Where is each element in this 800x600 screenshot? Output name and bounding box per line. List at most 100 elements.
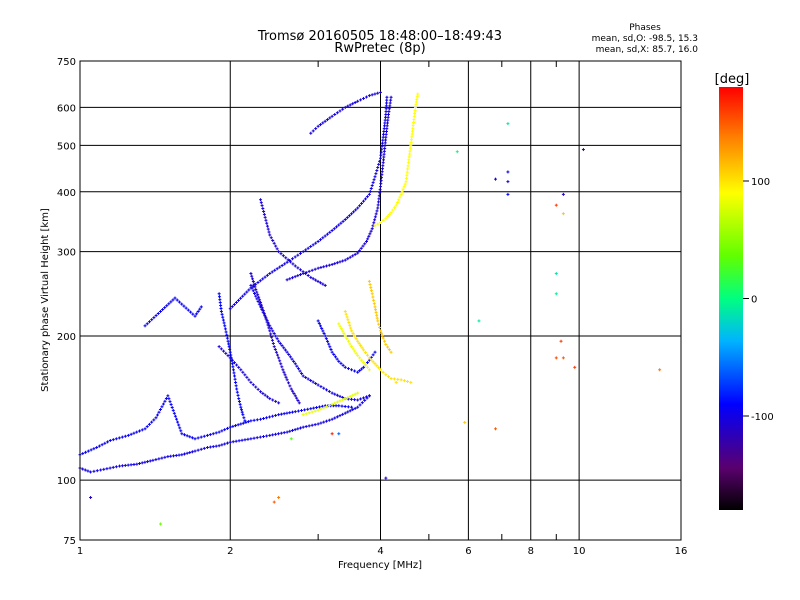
echo-point: [286, 381, 290, 385]
echo-point: [353, 398, 357, 402]
echo-point: [150, 420, 154, 424]
echo-point: [322, 386, 326, 390]
echo-point: [361, 244, 365, 248]
echo-point: [269, 332, 273, 336]
echo-point: [407, 155, 411, 159]
echo-point: [407, 158, 411, 162]
echo-point: [383, 124, 387, 128]
echo-point: [208, 445, 212, 449]
scatter-point: [506, 180, 510, 184]
echo-point: [268, 329, 272, 333]
echo-point: [193, 449, 197, 453]
echo-point: [271, 329, 275, 333]
echo-point: [228, 350, 232, 354]
echo-point: [241, 413, 245, 417]
scatter-point: [494, 427, 498, 431]
echo-point: [408, 146, 412, 150]
echo-point: [332, 227, 336, 231]
echo-point: [357, 249, 361, 253]
echo-point: [338, 324, 342, 328]
echo-point: [228, 440, 232, 444]
echo-point: [367, 279, 371, 283]
echo-point: [322, 331, 326, 335]
echo-point: [379, 179, 383, 183]
y-tick-label: 75: [63, 536, 76, 547]
echo-point: [403, 182, 407, 186]
echo-point: [237, 365, 241, 369]
echo-point: [105, 467, 109, 471]
echo-point: [346, 318, 350, 322]
echo-point: [198, 307, 202, 311]
echo-point: [385, 101, 389, 105]
echo-point: [332, 352, 336, 356]
echo-point: [373, 175, 377, 179]
echo-point: [409, 143, 413, 147]
echo-point: [351, 331, 355, 335]
echo-point: [239, 405, 243, 409]
echo-point: [286, 258, 290, 262]
echo-point: [290, 357, 294, 361]
echo-point: [265, 320, 269, 324]
echo-point: [222, 321, 226, 325]
echo-point: [279, 252, 283, 256]
echo-point: [343, 397, 347, 401]
echo-point: [412, 114, 416, 118]
echo-point: [251, 289, 255, 293]
echo-point: [360, 358, 364, 362]
echo-point: [195, 312, 199, 316]
echo-point: [282, 346, 286, 350]
echo-point: [347, 214, 351, 218]
echo-point: [236, 423, 240, 427]
echo-point: [300, 372, 304, 376]
echo-point: [241, 294, 245, 298]
echo-point: [280, 263, 284, 267]
colorbar-tick-label: 0: [751, 295, 757, 306]
echo-point: [380, 170, 384, 174]
echo-point: [368, 282, 372, 286]
echo-point: [341, 259, 345, 263]
echo-point: [262, 417, 266, 421]
echo-point: [373, 92, 377, 96]
echo-point: [241, 370, 245, 374]
echo-point: [378, 188, 382, 192]
echo-point: [310, 410, 314, 414]
echo-point: [301, 374, 305, 378]
echo-point: [371, 353, 375, 357]
echo-point: [333, 416, 337, 420]
scatter-point: [561, 356, 565, 360]
echo-point: [281, 254, 285, 258]
echo-point: [293, 428, 297, 432]
echo-point: [386, 375, 390, 379]
echo-point: [316, 239, 320, 243]
echo-point: [353, 101, 357, 105]
echo-point: [291, 262, 295, 266]
scatter-point: [289, 437, 293, 441]
echo-point: [268, 272, 272, 276]
echo-point: [220, 443, 224, 447]
echo-point: [366, 237, 370, 241]
phases-o-stats: mean, sd,O: -98.5, 15.3: [592, 34, 698, 44]
echo-point: [313, 423, 317, 427]
echo-point: [231, 368, 235, 372]
echo-point: [199, 447, 203, 451]
echo-point: [356, 251, 360, 255]
echo-point: [370, 289, 374, 293]
echo-point: [172, 411, 176, 415]
echo-point: [384, 107, 388, 111]
echo-point: [234, 380, 238, 384]
echo-point: [384, 115, 388, 119]
echo-point: [259, 390, 263, 394]
echo-point: [359, 246, 363, 250]
echo-point: [353, 334, 357, 338]
echo-point: [225, 426, 229, 430]
scatter-point: [554, 292, 558, 296]
echo-point: [376, 206, 380, 210]
echo-point: [230, 359, 234, 363]
echo-point: [341, 412, 345, 416]
echo-point: [306, 246, 310, 250]
echo-point: [256, 387, 260, 391]
echo-point: [334, 404, 338, 408]
echo-point: [341, 107, 345, 111]
echo-point: [385, 95, 389, 99]
echo-point: [251, 284, 255, 288]
